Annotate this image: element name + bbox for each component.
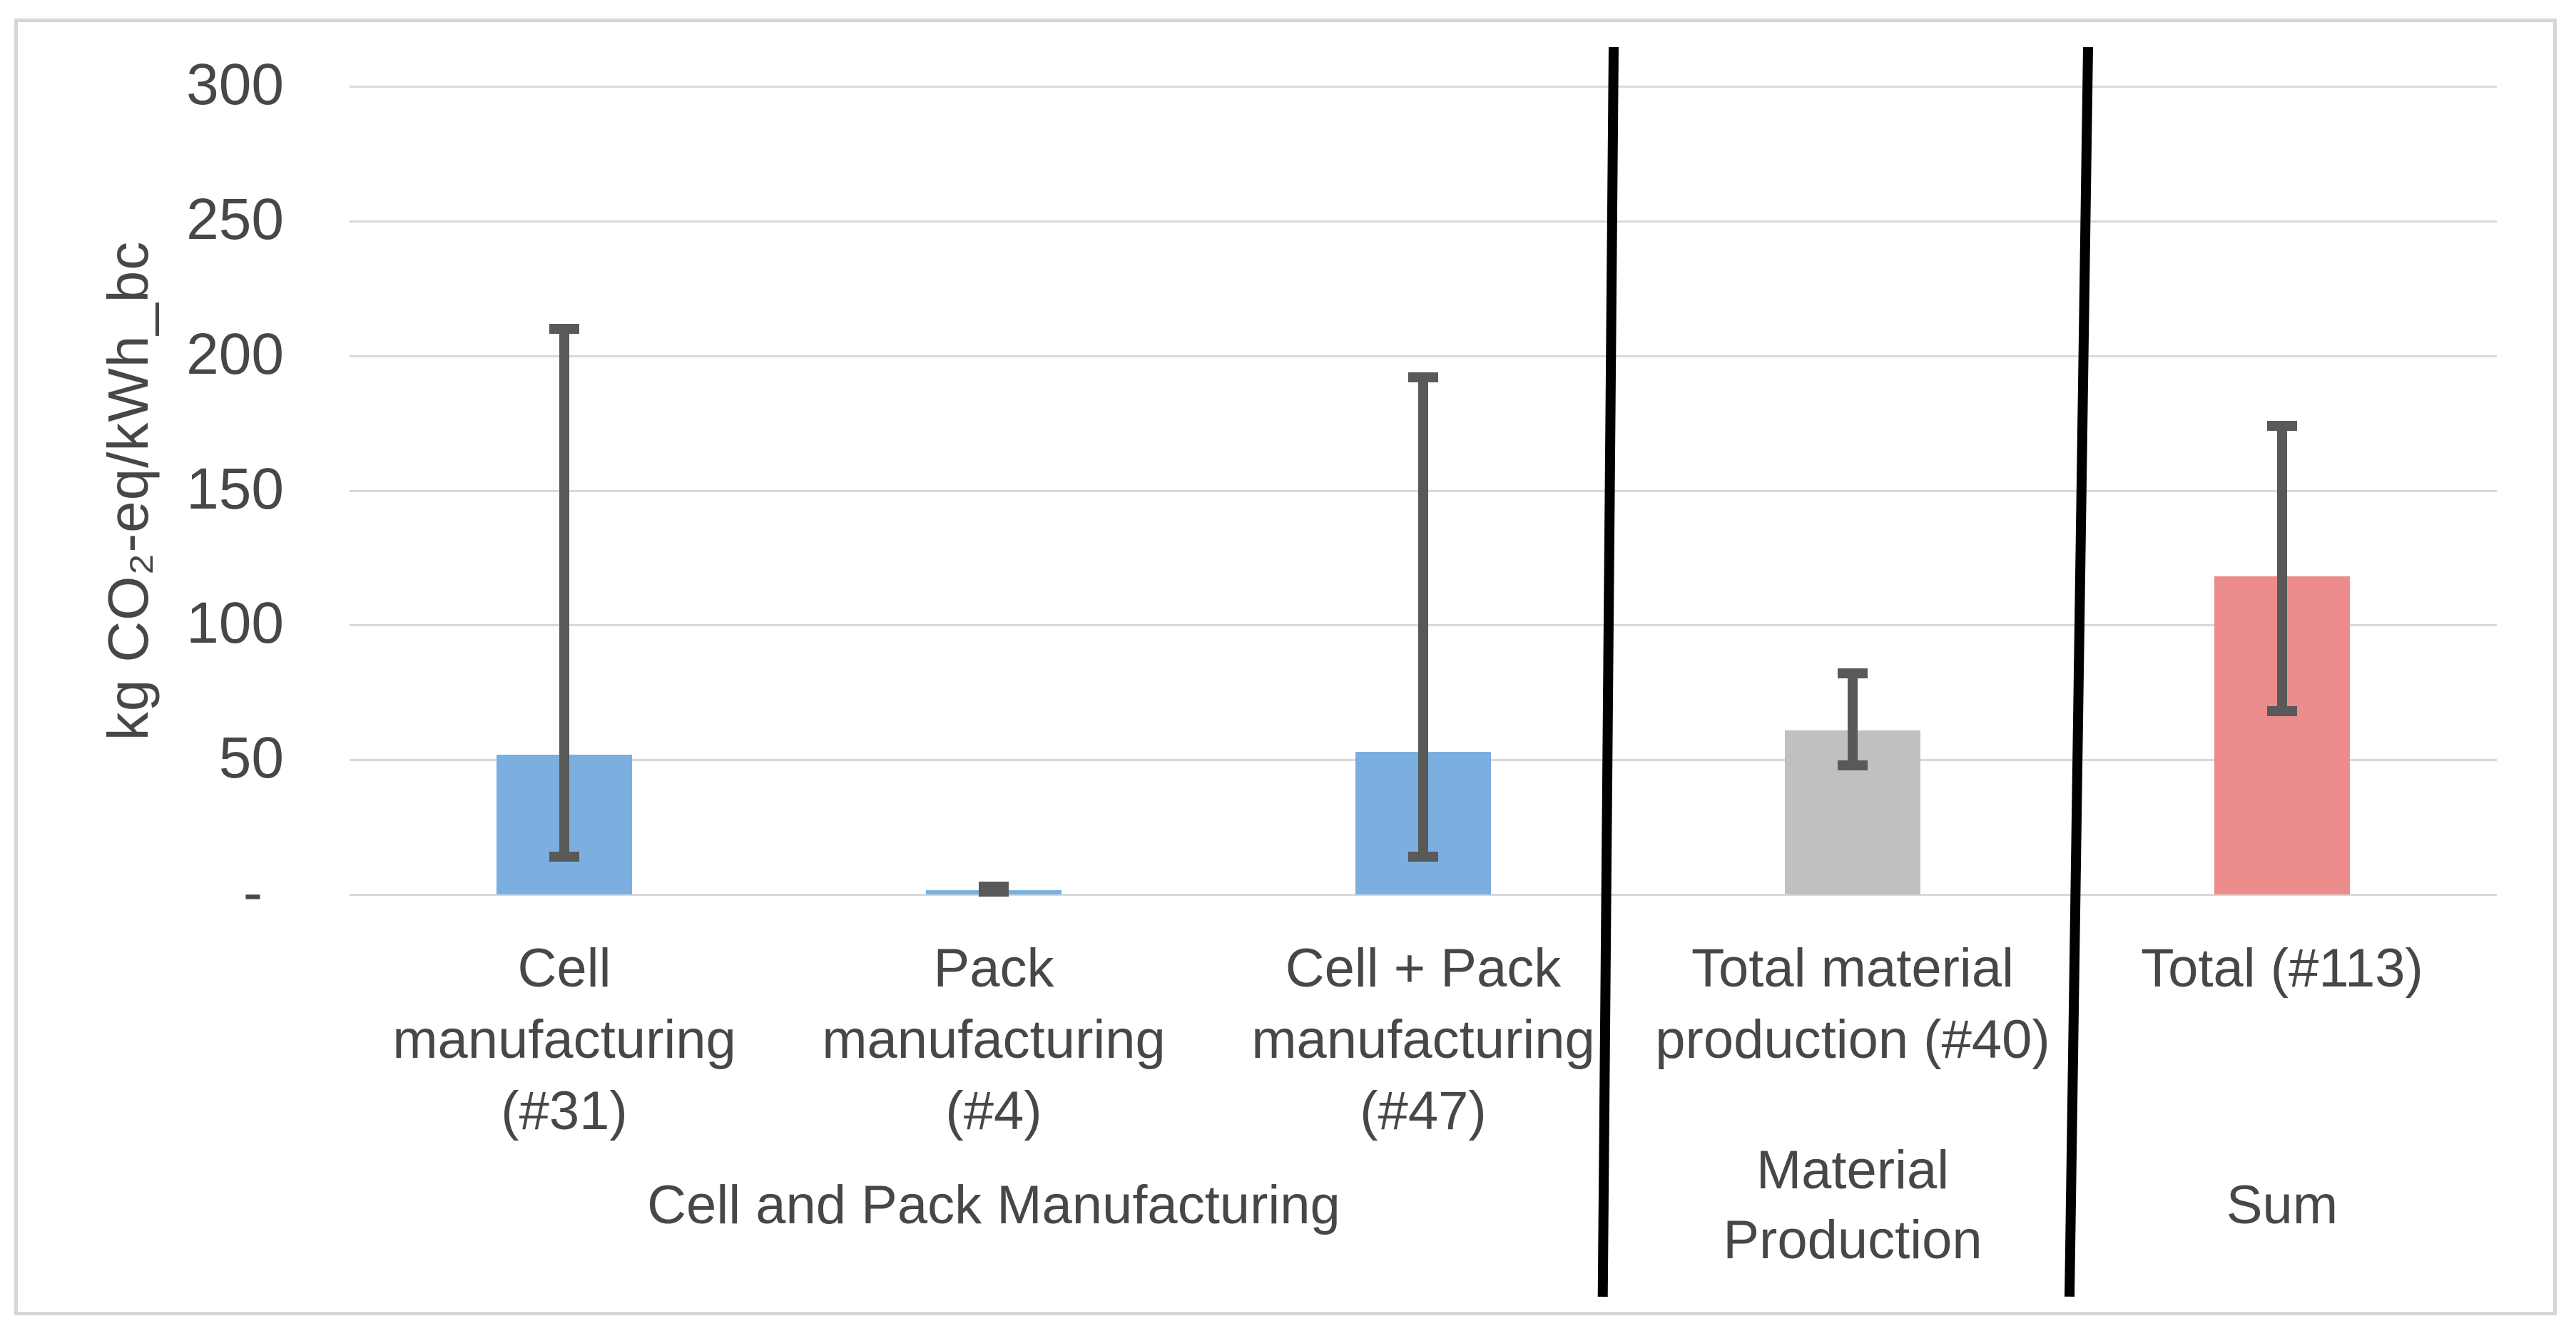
- group-label-1: Cell and Pack Manufacturing: [647, 1175, 1340, 1235]
- x-axis-label-4: Total material production (#40): [1655, 938, 2050, 1070]
- y-tick-label-100: 100: [186, 591, 284, 656]
- error-bar-cap-low-2: [979, 887, 1009, 897]
- x-axis-label-5: Total (#113): [2141, 938, 2423, 999]
- y-tick-label-300: 300: [186, 52, 284, 118]
- error-bar-stem-3: [1418, 377, 1428, 857]
- y-axis-ticks: 300 250 200 150 100 50 -: [0, 0, 284, 1341]
- x-axis-label-1: Cell manufacturing (#31): [392, 938, 736, 1141]
- y-tick-label-250: 250: [186, 186, 284, 252]
- x-axis-label-3: Cell + Pack manufacturing (#47): [1251, 938, 1595, 1141]
- error-bar-cap-high-4: [1838, 668, 1868, 679]
- error-bar-cap-high-3: [1408, 372, 1438, 382]
- y-tick-label-150: 150: [186, 456, 284, 521]
- error-bar-stem-1: [559, 328, 569, 857]
- error-bar-cap-low-1: [549, 852, 579, 862]
- gridline-300: [350, 86, 2497, 88]
- chart-frame: [14, 19, 2557, 1315]
- y-tick-label-50: 50: [218, 725, 284, 791]
- error-bar-cap-high-1: [549, 323, 579, 334]
- error-bar-cap-low-4: [1838, 760, 1868, 770]
- y-tick-label-0: -: [243, 860, 263, 926]
- x-axis-group-labels: Cell and Pack Manufacturing Material Prod…: [350, 1127, 2497, 1284]
- group-label-3: Sum: [2226, 1175, 2338, 1235]
- error-bar-cap-low-3: [1408, 852, 1438, 862]
- x-axis-label-2: Pack manufacturing (#4): [822, 938, 1166, 1141]
- error-bar-cap-low-5: [2267, 706, 2297, 717]
- y-tick-label-200: 200: [186, 321, 284, 387]
- error-bar-stem-5: [2277, 425, 2287, 712]
- error-bar-stem-4: [1848, 673, 1858, 765]
- plot-area: [350, 86, 2497, 897]
- x-axis-labels: Cell manufacturing (#31) Pack manufacturi…: [350, 933, 2497, 1176]
- gridline-250: [350, 220, 2497, 223]
- group-label-2: Material Production: [1723, 1140, 1982, 1270]
- error-bar-cap-high-5: [2267, 420, 2297, 431]
- gridline-0: [350, 894, 2497, 896]
- gridline-200: [350, 355, 2497, 357]
